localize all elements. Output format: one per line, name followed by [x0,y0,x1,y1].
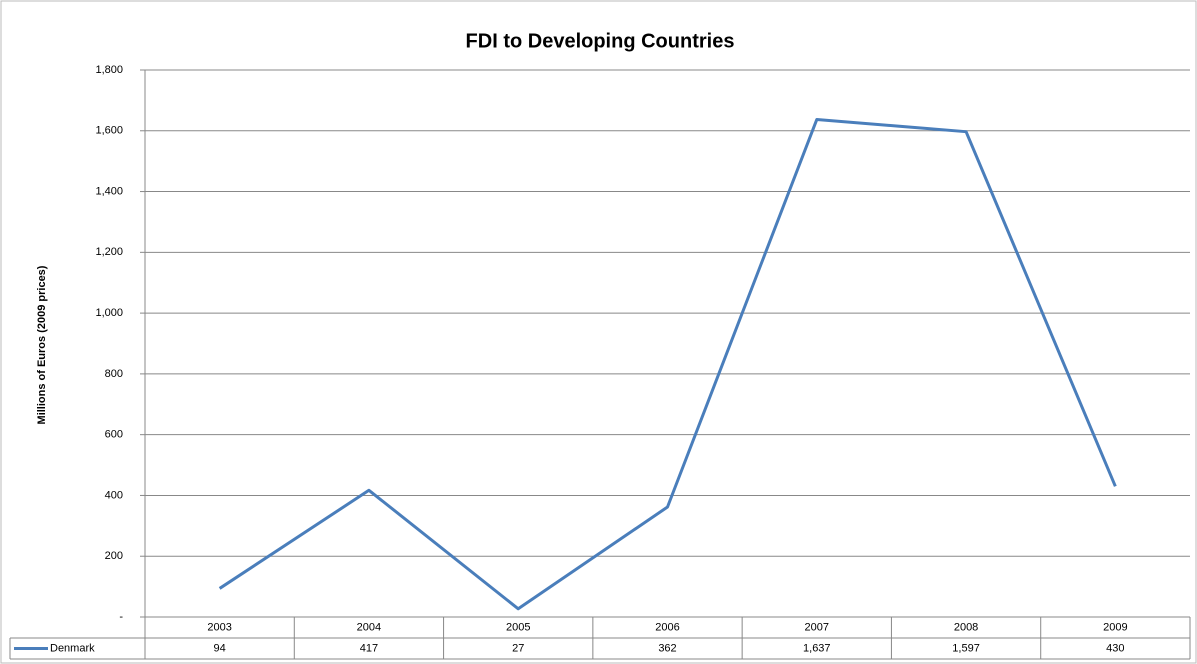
table-value: 94 [214,642,226,654]
y-tick-label: 600 [105,429,123,441]
table-value: 27 [512,642,524,654]
line [218,118,1117,611]
x-tick-label: 2005 [506,621,530,633]
legend-label: Denmark [50,642,95,654]
x-tick-label: 2009 [1103,621,1127,633]
y-tick-label: 1,800 [95,64,123,76]
x-tick-label: 2008 [954,621,978,633]
x-tick-label: 2004 [357,621,381,633]
y-tick-label: 200 [105,550,123,562]
y-tick-label: 800 [105,368,123,380]
y-tick-label: 1,200 [95,246,123,258]
table-value: 1,637 [803,642,831,654]
y-axis-label: Millions of Euros (2009 prices) [36,265,48,424]
x-tick-label: 2006 [655,621,679,633]
table-value: 1,597 [952,642,980,654]
y-tick-label: 400 [105,489,123,501]
y-tick-label: 1,600 [95,125,123,137]
table-value: 417 [360,642,378,654]
table-value: 362 [658,642,676,654]
x-tick-label: 2007 [805,621,829,633]
table-value: 430 [1106,642,1124,654]
y-tick-label: 1,000 [95,307,123,319]
chart-title: FDI to Developing Countries [466,30,735,52]
y-tick-label: - [119,611,123,623]
y-tick-label: 1,400 [95,185,123,197]
x-tick-label: 2003 [207,621,231,633]
